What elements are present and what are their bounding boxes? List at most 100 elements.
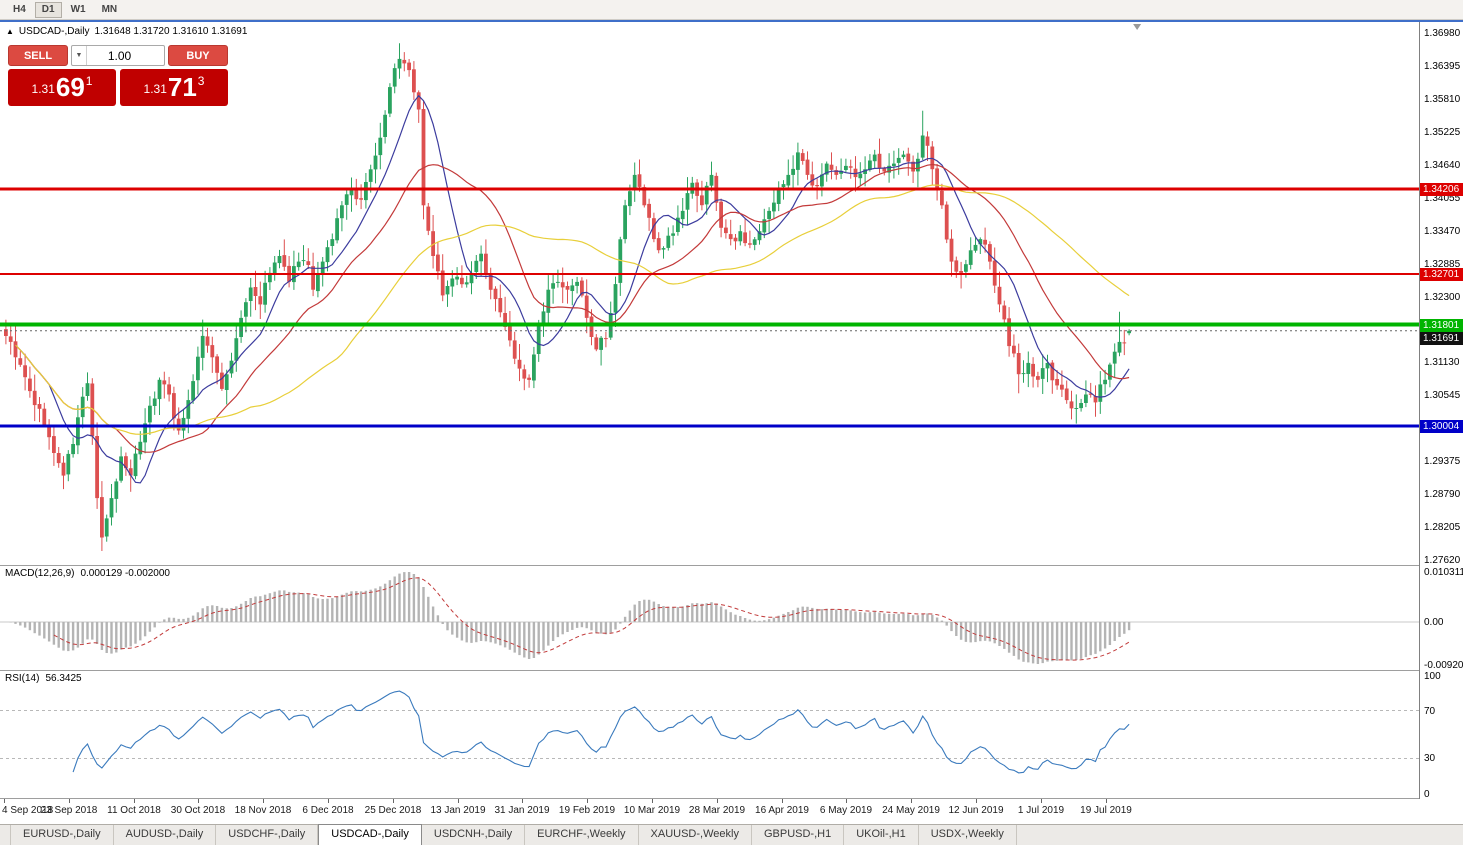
timeframe-d1-button[interactable]: D1 bbox=[34, 1, 62, 18]
volume-input[interactable]: ▼ 1.00 bbox=[71, 45, 165, 66]
rsi-chart[interactable] bbox=[0, 671, 1419, 798]
time-axis-tick bbox=[717, 799, 718, 803]
date-label: 19 Jul 2019 bbox=[1080, 805, 1132, 816]
candlestick-chart[interactable] bbox=[0, 22, 1419, 565]
price-boxes-row: 1.31 69 1 1.31 71 3 bbox=[8, 69, 228, 106]
ask-price-box[interactable]: 1.31 71 3 bbox=[120, 69, 228, 106]
rsi-pane[interactable]: RSI(14) 56.3425 bbox=[0, 671, 1419, 798]
price-scale-label: 1.31130 bbox=[1424, 357, 1460, 368]
price-tag: 1.32701 bbox=[1420, 268, 1463, 281]
bid-price-box[interactable]: 1.31 69 1 bbox=[8, 69, 116, 106]
pane-separator bbox=[0, 798, 1463, 799]
chart-tab-4[interactable]: USDCAD-,Daily bbox=[318, 824, 422, 845]
pane-separator bbox=[0, 565, 1463, 566]
price-scale-label: 1.35810 bbox=[1424, 94, 1461, 105]
order-buttons-row: SELL ▼ 1.00 BUY bbox=[8, 45, 228, 66]
price-scale[interactable]: 1.36980 1.36395 1.35810 1.35225 1.34640 1.340… bbox=[1419, 22, 1463, 800]
bid-price-big: 69 bbox=[55, 72, 85, 102]
date-label: 1 Jul 2019 bbox=[1017, 805, 1065, 816]
volume-value[interactable]: 1.00 bbox=[107, 48, 132, 63]
timeframe-toolbar: H4 D1 W1 MN bbox=[0, 0, 1463, 20]
date-label: 10 Mar 2019 bbox=[623, 805, 681, 816]
date-label: 23 Sep 2018 bbox=[40, 805, 98, 816]
date-label: 13 Jan 2019 bbox=[430, 805, 486, 816]
symbol-arrow-icon: ▲ bbox=[6, 26, 14, 36]
chart-tab-6[interactable]: EURCHF-,Weekly bbox=[525, 825, 639, 845]
macd-label: MACD(12,26,9) 0.000129 -0.002000 bbox=[5, 568, 170, 579]
rsi-scale-label: 70 bbox=[1424, 706, 1436, 717]
chart-tab-9[interactable]: UKOil-,H1 bbox=[844, 825, 919, 845]
price-scale-label: 1.36395 bbox=[1424, 61, 1461, 72]
price-chart-pane[interactable]: ▲ USDCAD-,Daily 1.31648 1.31720 1.31610 … bbox=[0, 22, 1419, 565]
price-tag: 1.30004 bbox=[1420, 420, 1463, 433]
price-scale-label: 1.32885 bbox=[1424, 259, 1461, 270]
time-axis-tick bbox=[587, 799, 588, 803]
date-label: 11 Oct 2018 bbox=[107, 805, 161, 816]
chart-tab-2[interactable]: AUDUSD-,Daily bbox=[114, 825, 217, 845]
bid-price-prefix: 1.31 bbox=[31, 82, 55, 96]
rsi-scale-label: 30 bbox=[1424, 753, 1436, 764]
rsi-name: RSI(14) bbox=[5, 673, 40, 684]
price-scale-label: 1.35225 bbox=[1424, 127, 1461, 138]
date-label: 6 Dec 2018 bbox=[302, 805, 354, 816]
chart-tab-bar: EURUSD-,Daily AUDUSD-,Daily USDCHF-,Daily U… bbox=[0, 824, 1463, 845]
pane-separator bbox=[0, 670, 1463, 671]
buy-button[interactable]: BUY bbox=[168, 45, 228, 66]
timeframe-h4-button[interactable]: H4 bbox=[6, 2, 33, 18]
date-label: 4 Sep 2018 bbox=[2, 805, 54, 816]
chart-tab-3[interactable]: USDCHF-,Daily bbox=[216, 825, 319, 845]
chart-window: ▲ USDCAD-,Daily 1.31648 1.31720 1.31610 … bbox=[0, 20, 1463, 824]
time-axis-tick bbox=[1106, 799, 1107, 803]
macd-scale-label: 0.00 bbox=[1424, 617, 1444, 628]
one-click-trading-panel: SELL ▼ 1.00 BUY 1.31 69 1 1.31 71 bbox=[8, 45, 228, 106]
bid-price-sup: 1 bbox=[85, 74, 93, 88]
volume-dropdown-icon[interactable]: ▼ bbox=[72, 46, 87, 65]
sell-button[interactable]: SELL bbox=[8, 45, 68, 66]
date-label: 12 Jun 2019 bbox=[948, 805, 1004, 816]
time-axis-tick bbox=[1041, 799, 1042, 803]
rsi-label: RSI(14) 56.3425 bbox=[5, 673, 82, 684]
time-axis[interactable]: 4 Sep 2018 23 Sep 2018 11 Oct 2018 30 Oct 2… bbox=[0, 799, 1463, 824]
rsi-scale-label: 0 bbox=[1424, 789, 1430, 800]
date-label: 28 Mar 2019 bbox=[688, 805, 746, 816]
macd-chart[interactable] bbox=[0, 566, 1419, 670]
rsi-scale-label: 100 bbox=[1424, 671, 1441, 682]
time-axis-tick bbox=[458, 799, 459, 803]
ask-price-prefix: 1.31 bbox=[143, 82, 167, 96]
date-label: 31 Jan 2019 bbox=[494, 805, 550, 816]
time-axis-tick bbox=[522, 799, 523, 803]
time-axis-tick bbox=[652, 799, 653, 803]
price-scale-label: 1.32300 bbox=[1424, 292, 1461, 303]
chart-tab-10[interactable]: USDX-,Weekly bbox=[919, 825, 1017, 845]
date-label: 19 Feb 2019 bbox=[558, 805, 616, 816]
date-label: 30 Oct 2018 bbox=[170, 805, 226, 816]
price-scale-label: 1.29375 bbox=[1424, 456, 1461, 467]
time-axis-tick bbox=[263, 799, 264, 803]
ask-price-sup: 3 bbox=[197, 74, 205, 88]
ohlc-quote: 1.31648 1.31720 1.31610 1.31691 bbox=[94, 26, 248, 37]
macd-scale-label: 0.010311 bbox=[1424, 567, 1463, 578]
chart-tab-1[interactable]: EURUSD-,Daily bbox=[10, 825, 114, 845]
time-axis-tick bbox=[328, 799, 329, 803]
date-label: 24 May 2019 bbox=[882, 805, 940, 816]
chart-tab-5[interactable]: USDCNH-,Daily bbox=[422, 825, 526, 845]
timeframe-w1-button[interactable]: W1 bbox=[64, 2, 93, 18]
price-tag: 1.34206 bbox=[1420, 183, 1463, 196]
chart-tab-8[interactable]: GBPUSD-,H1 bbox=[752, 825, 845, 845]
price-scale-label: 1.34055 bbox=[1424, 193, 1461, 204]
price-scale-label: 1.28790 bbox=[1424, 489, 1461, 500]
price-tag: 1.31691 bbox=[1420, 332, 1463, 345]
macd-pane[interactable]: MACD(12,26,9) 0.000129 -0.002000 bbox=[0, 566, 1419, 670]
chart-symbol-header: ▲ USDCAD-,Daily 1.31648 1.31720 1.31610 … bbox=[6, 26, 247, 37]
ask-price-big: 71 bbox=[167, 72, 197, 102]
time-axis-tick bbox=[4, 799, 5, 803]
timeframe-mn-button[interactable]: MN bbox=[95, 2, 125, 18]
price-tag: 1.31801 bbox=[1420, 319, 1463, 332]
time-axis-tick bbox=[782, 799, 783, 803]
price-scale-label: 1.28205 bbox=[1424, 522, 1461, 533]
rsi-value: 56.3425 bbox=[45, 673, 82, 684]
chart-tab-7[interactable]: XAUUSD-,Weekly bbox=[639, 825, 752, 845]
date-label: 18 Nov 2018 bbox=[234, 805, 292, 816]
date-label: 6 May 2019 bbox=[819, 805, 873, 816]
